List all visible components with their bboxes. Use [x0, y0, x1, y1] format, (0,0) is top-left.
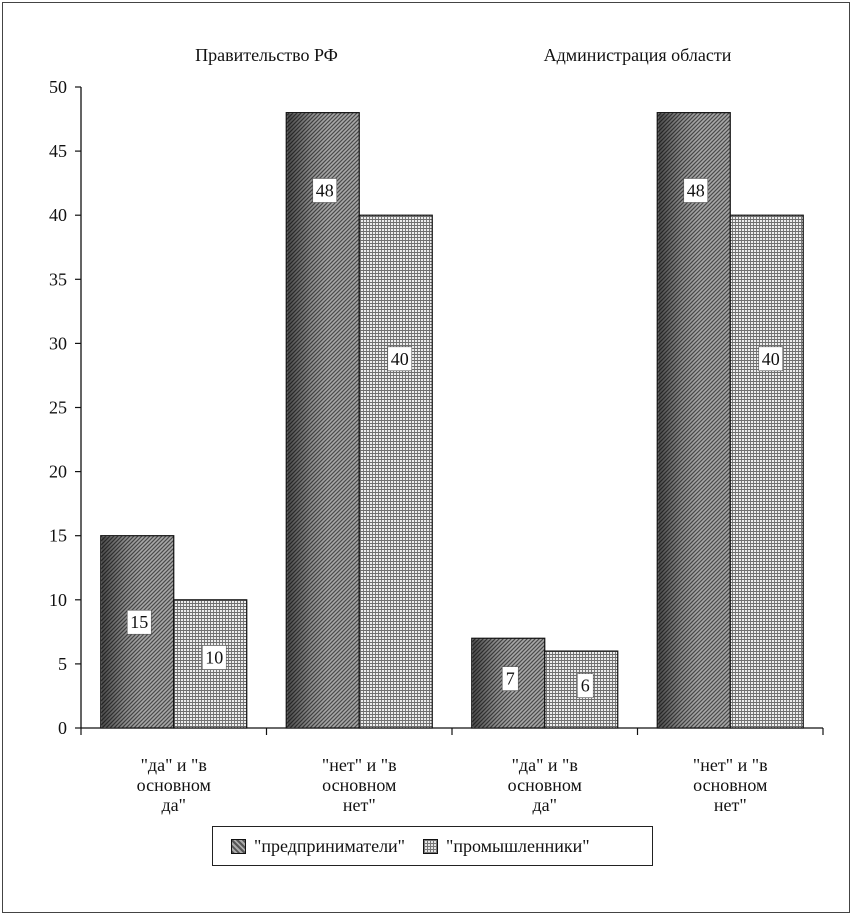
- data-label: 48: [687, 180, 705, 200]
- legend-label-industrialists: "промышленники": [446, 835, 590, 856]
- x-category-label: "нет" и "в основном нет": [322, 755, 397, 815]
- y-tick-label: 10: [49, 590, 67, 610]
- y-tick-label: 15: [49, 526, 67, 546]
- data-label-box: [201, 645, 227, 670]
- y-tick-label: 30: [49, 333, 67, 353]
- bar-shading: [658, 113, 699, 727]
- data-label-box: [126, 609, 152, 635]
- x-category-label: "да" и "в основном да": [508, 755, 582, 815]
- data-label: 6: [581, 676, 590, 696]
- data-label: 48: [316, 180, 334, 200]
- y-tick-label: 45: [49, 141, 67, 161]
- data-label: 40: [391, 349, 409, 369]
- data-label: 40: [762, 349, 780, 369]
- data-label: 10: [205, 647, 223, 667]
- data-label-box: [683, 178, 709, 203]
- legend-item-industrialists: "промышленники": [423, 836, 590, 857]
- y-tick-label: 0: [58, 718, 67, 738]
- group-title: Правительство РФ: [195, 45, 338, 65]
- bar-industrialists: [358, 214, 433, 729]
- legend-item-entrepreneurs: "предприниматели": [231, 836, 405, 857]
- data-label: 7: [506, 669, 515, 689]
- legend-swatch-entrepreneurs: [231, 838, 246, 854]
- data-label-box: [501, 666, 519, 691]
- chart-legend: "предприниматели" "промышленники": [212, 826, 653, 866]
- bar-chart: 0 5 10 15 20 25 30 35 40 45 50 15 10 48 40 7 6 48 40 "да"…: [49, 45, 824, 815]
- y-tick-label: 35: [49, 269, 67, 289]
- legend-label-entrepreneurs: "предприниматели": [254, 835, 406, 856]
- x-category-label: "нет" и "в основном нет": [693, 755, 768, 815]
- y-tick-label: 25: [49, 398, 67, 418]
- y-tick-label: 20: [49, 462, 67, 482]
- y-tick-label: 40: [49, 205, 67, 225]
- x-category-label: "да" и "в основном да": [137, 755, 211, 815]
- data-label-box: [312, 178, 338, 203]
- data-label-box: [758, 346, 784, 372]
- data-label-box: [387, 346, 413, 372]
- bar-shading: [287, 113, 328, 727]
- data-label-box: [576, 673, 594, 698]
- y-tick-label: 50: [49, 77, 67, 97]
- bar-industrialists: [729, 214, 804, 729]
- group-title: Администрация области: [544, 45, 732, 65]
- y-tick-label: 5: [58, 654, 67, 674]
- legend-swatch-industrialists: [423, 838, 439, 854]
- data-label: 15: [130, 612, 148, 632]
